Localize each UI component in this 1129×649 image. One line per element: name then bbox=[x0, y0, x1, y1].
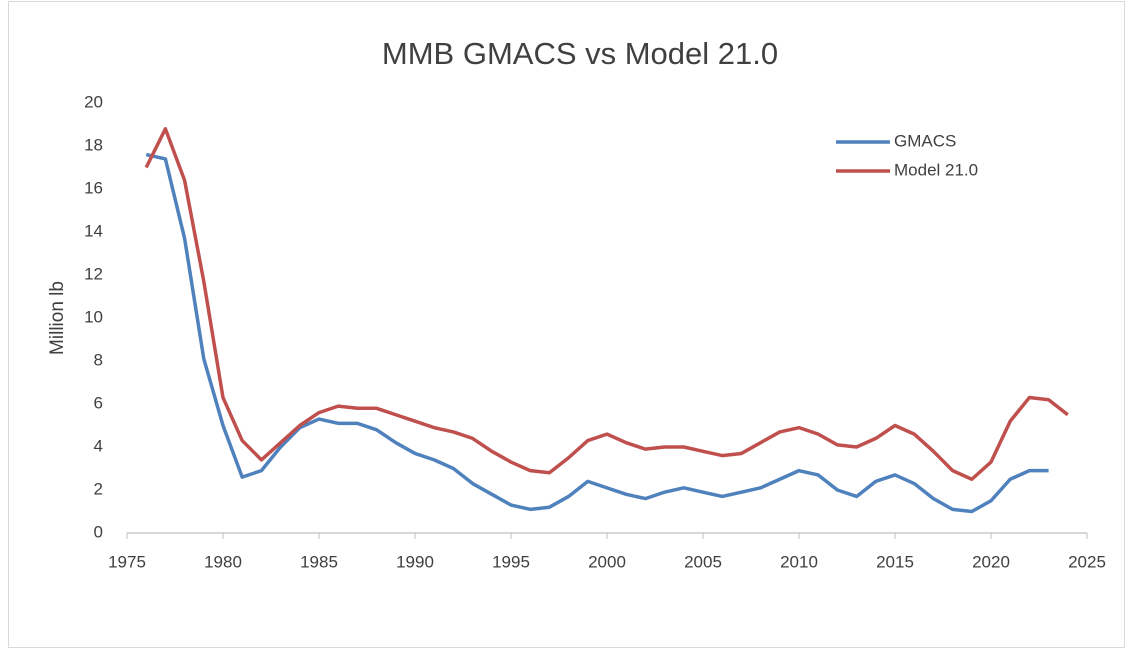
x-tick-label: 1975 bbox=[108, 552, 146, 571]
chart-frame bbox=[8, 1, 1125, 648]
x-tick-label: 1980 bbox=[204, 552, 242, 571]
chart-title: MMB GMACS vs Model 21.0 bbox=[382, 36, 778, 71]
y-tick-label: 20 bbox=[84, 92, 103, 111]
y-tick-label: 18 bbox=[84, 135, 103, 154]
y-tick-label: 0 bbox=[94, 522, 103, 541]
y-tick-label: 10 bbox=[84, 307, 103, 326]
y-tick-label: 14 bbox=[84, 221, 103, 240]
x-tick-label: 1995 bbox=[492, 552, 530, 571]
x-tick-label: 1985 bbox=[300, 552, 338, 571]
series-line bbox=[145, 152, 1049, 514]
x-tick-label: 2010 bbox=[780, 552, 818, 571]
y-tick-label: 16 bbox=[84, 178, 103, 197]
x-tick-label: 2020 bbox=[972, 552, 1010, 571]
y-tick-label: 4 bbox=[94, 436, 103, 455]
x-tick-label: 1990 bbox=[396, 552, 434, 571]
x-tick-label: 2015 bbox=[876, 552, 914, 571]
y-tick-label: 2 bbox=[94, 479, 103, 498]
y-tick-label: 12 bbox=[84, 264, 103, 283]
series-line bbox=[144, 127, 1069, 481]
x-tick-label: 2005 bbox=[684, 552, 722, 571]
x-tick-label: 2025 bbox=[1068, 552, 1106, 571]
y-tick-label: 6 bbox=[94, 393, 103, 412]
legend-label: GMACS bbox=[894, 131, 956, 150]
y-axis-label: Million lb bbox=[47, 281, 68, 355]
y-tick-label: 8 bbox=[94, 350, 103, 369]
x-tick-label: 2000 bbox=[588, 552, 626, 571]
legend-label: Model 21.0 bbox=[894, 160, 978, 179]
